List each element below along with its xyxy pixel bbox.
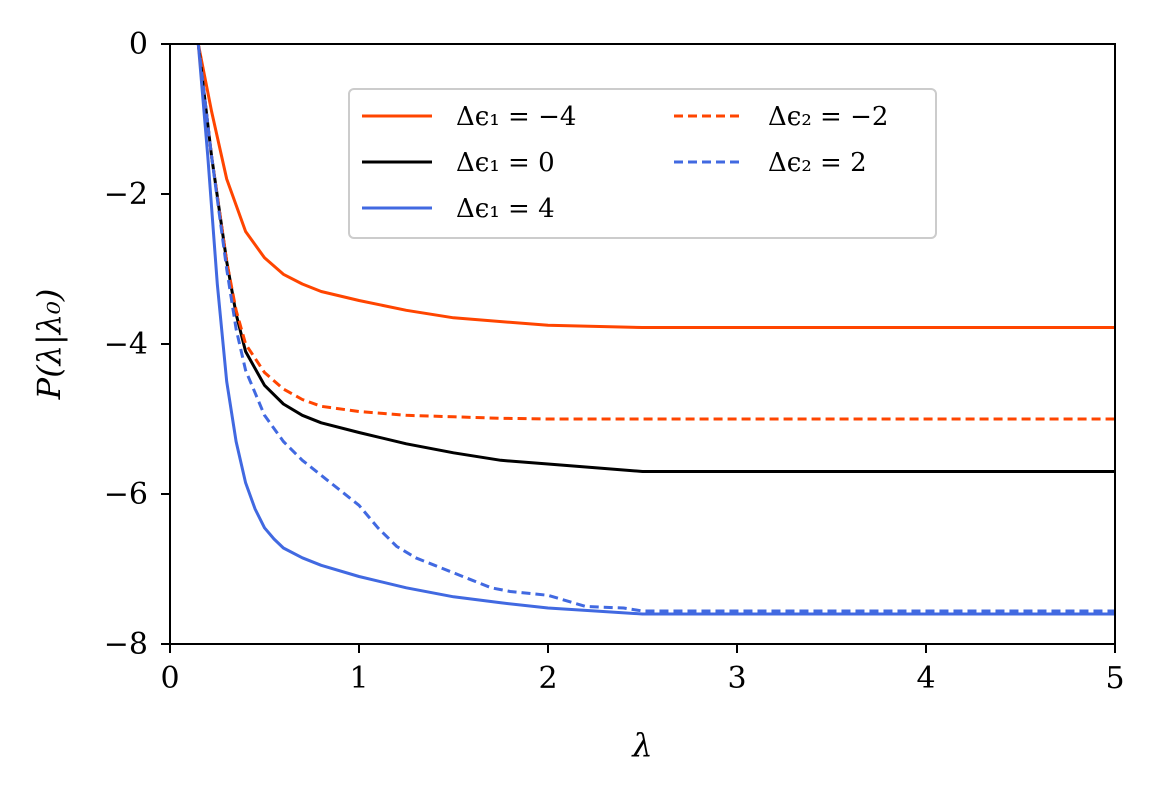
series-eps2-plus2-line: [196, 43, 1115, 613]
series-eps2-minus2-legend-label: Δϵ₂ = −2: [768, 102, 888, 132]
x-tick-label: 1: [349, 661, 368, 696]
y-tick-label: −4: [104, 327, 148, 362]
x-tick-label: 0: [160, 661, 179, 696]
series-eps1-plus4-line: [196, 43, 1115, 616]
series-eps1-zero-legend-label: Δϵ₁ = 0: [456, 148, 555, 178]
x-tick-label: 5: [1105, 661, 1124, 696]
x-tick-label: 4: [916, 661, 935, 696]
legend: Δϵ₁ = −4 Δϵ₁ = 0 Δϵ₁ = 4 Δϵ₂ = −2 Δϵ₂ = 2: [348, 88, 937, 239]
x-tick-label: 3: [727, 661, 746, 696]
legend-box: [348, 88, 937, 239]
y-axis-label: P(λ|λ₀): [30, 289, 68, 401]
x-axis-label: λ: [630, 726, 652, 764]
series-eps2-minus2-line: [196, 43, 1115, 421]
series-eps1-plus4-legend-label: Δϵ₁ = 4: [456, 194, 555, 224]
x-tick-label: 2: [538, 661, 557, 696]
series-eps2-plus2-legend-label: Δϵ₂ = 2: [768, 148, 867, 178]
y-tick-label: 0: [129, 27, 148, 62]
series-eps1-minus4-line: [196, 43, 1115, 329]
series-lines: [196, 43, 1115, 616]
series-eps1-minus4-legend-label: Δϵ₁ = −4: [456, 102, 576, 132]
y-tick-label: −2: [104, 177, 148, 212]
y-tick-label: −6: [104, 477, 148, 512]
axis-ticks: 0 1 2 3 4 5 0 −2 −4 −6 −8: [104, 27, 1125, 696]
y-tick-label: −8: [104, 627, 148, 662]
